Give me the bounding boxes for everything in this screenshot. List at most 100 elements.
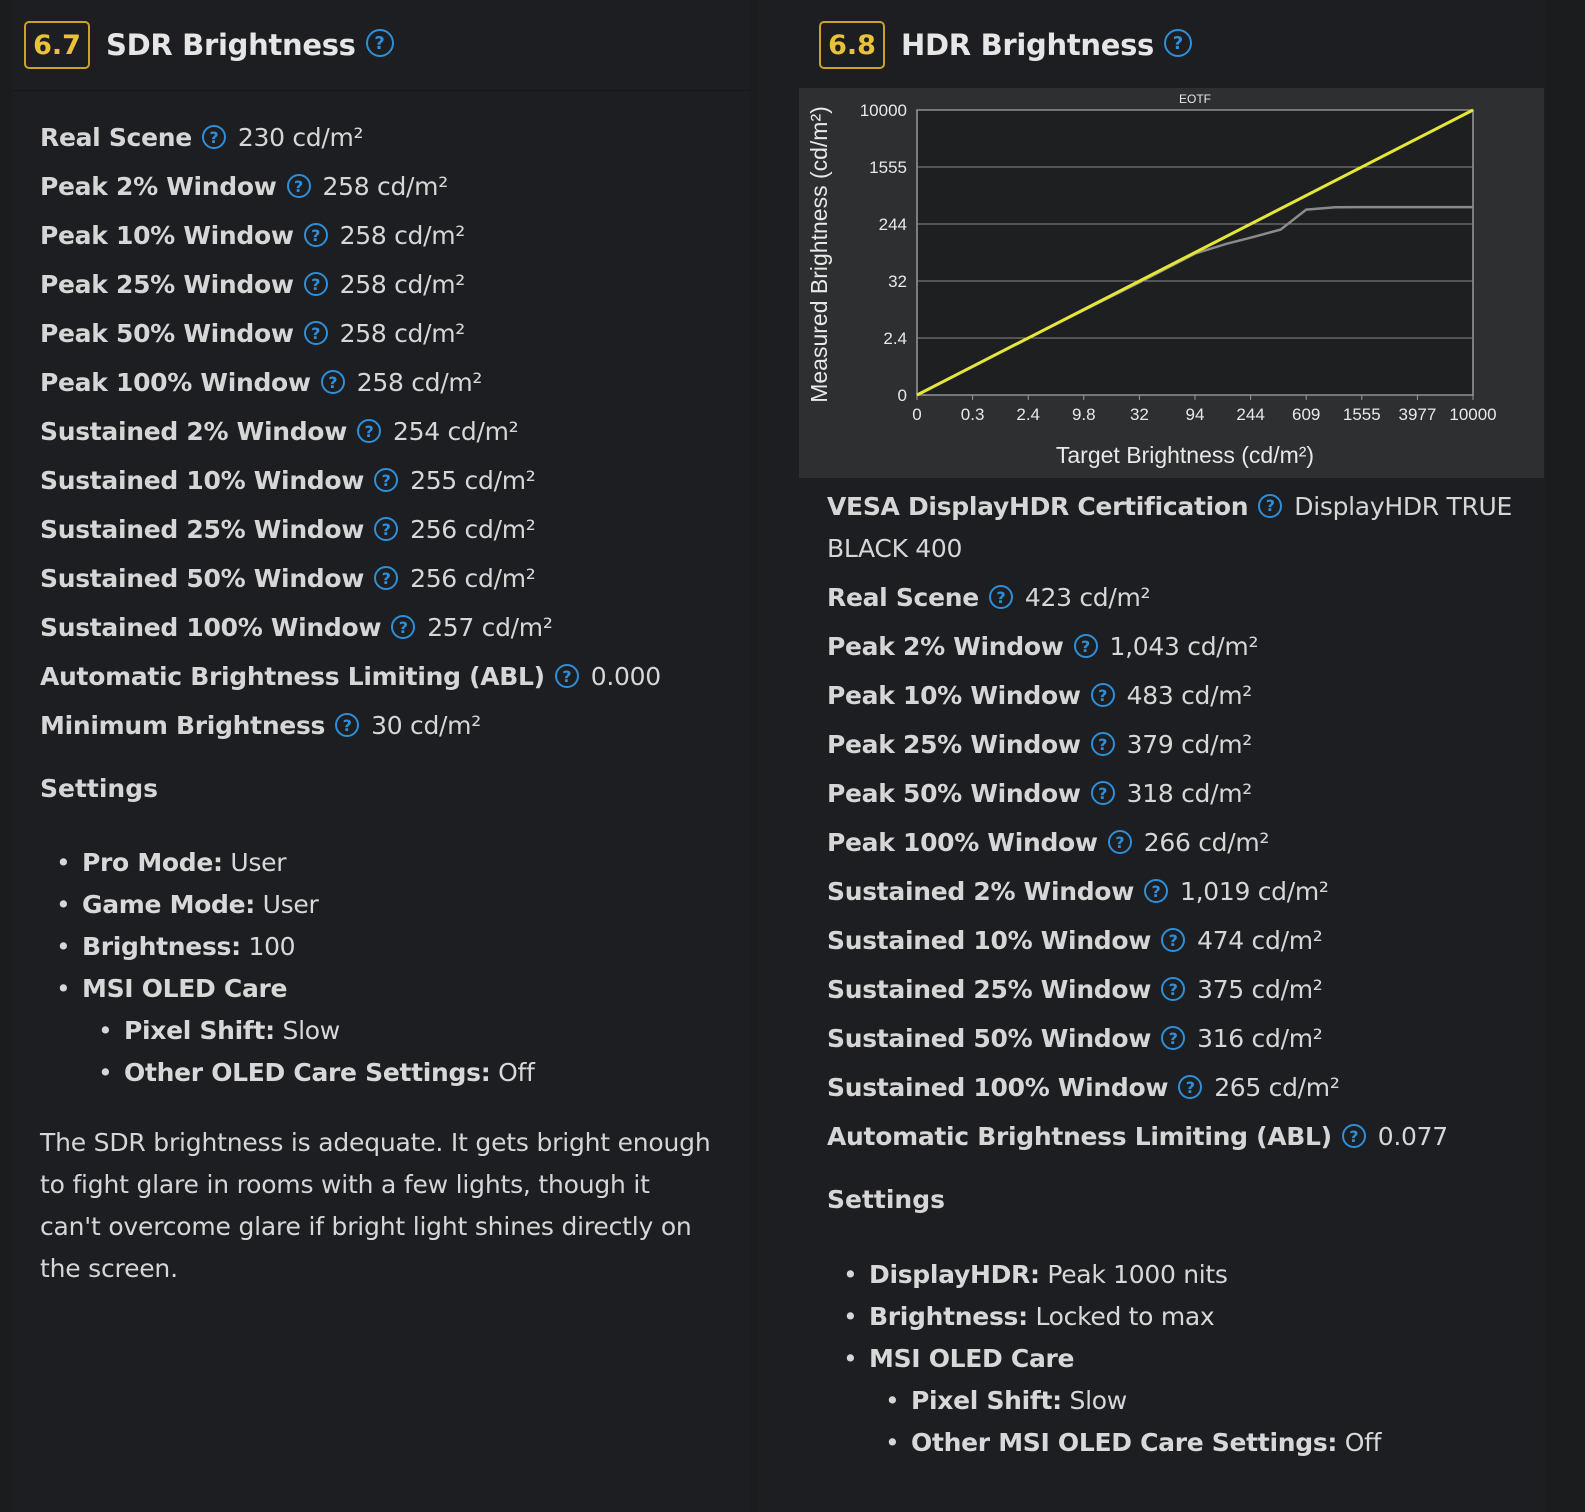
x-tick-label: 10000	[1449, 405, 1496, 424]
metric-row: Sustained 50% Window? 256 cd/m²	[40, 554, 661, 603]
series-line	[916, 108, 1474, 397]
metric-label: Peak 50% Window	[40, 319, 294, 348]
help-icon[interactable]: ?	[201, 125, 226, 149]
metric-value: 30 cd/m²	[371, 711, 481, 740]
metric-value: 255 cd/m²	[410, 466, 536, 495]
settings-item: Pixel Shift: Slow	[827, 1380, 1381, 1422]
help-icon[interactable]: ?	[303, 272, 328, 296]
settings-item: Brightness: Locked to max	[827, 1296, 1381, 1338]
help-icon[interactable]: ?	[286, 174, 311, 198]
settings-item: Pro Mode: User	[40, 842, 534, 884]
setting-value: User	[230, 848, 287, 877]
help-icon[interactable]: ?	[1258, 494, 1283, 518]
metric-row: Sustained 100% Window? 257 cd/m²	[40, 603, 661, 652]
metric-row: Peak 10% Window? 483 cd/m²	[827, 671, 1448, 720]
metric-label: Peak 25% Window	[40, 270, 294, 299]
metric-value: 254 cd/m²	[392, 417, 519, 446]
help-icon[interactable]: ?	[988, 585, 1013, 609]
help-icon[interactable]: ?	[335, 713, 360, 737]
help-icon[interactable]: ?	[1073, 634, 1098, 658]
settings-item: MSI OLED Care	[827, 1338, 1381, 1380]
help-icon[interactable]: ?	[1341, 1124, 1366, 1148]
help-icon[interactable]: ?	[1178, 1075, 1203, 1099]
y-tick-label: 10000	[860, 101, 907, 120]
help-icon[interactable]: ?	[1107, 830, 1132, 854]
setting-key: Pro Mode:	[82, 848, 223, 877]
setting-value: Off	[1344, 1428, 1382, 1457]
metric-label: Automatic Brightness Limiting (ABL)	[827, 1122, 1332, 1151]
metric-label: Sustained 50% Window	[827, 1024, 1152, 1053]
metric-row: Real Scene? 423 cd/m²	[827, 573, 1448, 622]
certification-row: VESA DisplayHDR Certification? DisplayHDR…	[827, 486, 1517, 570]
setting-key: DisplayHDR:	[869, 1260, 1040, 1289]
metric-row: Sustained 10% Window? 474 cd/m²	[827, 916, 1448, 965]
certification-value: DisplayHDR TRUE BLACK 400	[827, 492, 1513, 563]
hdr-certification: VESA DisplayHDR Certification? DisplayHDR…	[827, 486, 1517, 570]
help-icon[interactable]: ?	[374, 566, 399, 590]
help-icon[interactable]: ?	[1090, 781, 1115, 805]
metric-row: Sustained 25% Window? 256 cd/m²	[40, 505, 661, 554]
y-axis-label: Measured Brightness (cd/m²)	[806, 106, 832, 403]
help-icon[interactable]: ?	[1161, 977, 1186, 1001]
sdr-score-badge: 6.7	[24, 21, 90, 69]
sdr-title: SDR Brightness	[106, 28, 356, 62]
metric-label: Sustained 100% Window	[40, 613, 382, 642]
x-tick-label: 0	[912, 405, 921, 424]
y-tick-label: 1555	[869, 158, 907, 177]
metric-row: Sustained 2% Window? 254 cd/m²	[40, 407, 661, 456]
metric-row: Sustained 50% Window? 316 cd/m²	[827, 1014, 1448, 1063]
help-icon[interactable]: ?	[374, 517, 399, 541]
metric-row: Peak 50% Window? 258 cd/m²	[40, 309, 661, 358]
metric-label: Peak 2% Window	[40, 172, 277, 201]
help-icon[interactable]: ?	[391, 615, 416, 639]
help-icon[interactable]: ?	[1090, 732, 1115, 756]
settings-item: Game Mode: User	[40, 884, 534, 926]
x-tick-label: 609	[1292, 405, 1320, 424]
metric-row: Peak 25% Window? 258 cd/m²	[40, 260, 661, 309]
metric-row: Peak 100% Window? 258 cd/m²	[40, 358, 661, 407]
metric-value: 483 cd/m²	[1126, 681, 1253, 710]
metric-value: 257 cd/m²	[427, 613, 553, 642]
help-icon[interactable]: ?	[1143, 879, 1168, 903]
metric-row: Peak 50% Window? 318 cd/m²	[827, 769, 1448, 818]
setting-key: Other MSI OLED Care Settings:	[911, 1428, 1338, 1457]
x-tick-label: 3977	[1398, 405, 1436, 424]
help-icon[interactable]: ?	[303, 223, 328, 247]
hdr-brightness-panel: 6.8 HDR Brightness ? 0 2.4 32 244 1555 10000 0…	[757, 0, 1545, 1512]
help-icon[interactable]: ?	[1164, 29, 1193, 57]
help-icon[interactable]: ?	[1090, 683, 1115, 707]
help-icon[interactable]: ?	[1161, 1026, 1186, 1050]
metric-row: Sustained 100% Window? 265 cd/m²	[827, 1063, 1448, 1112]
help-icon[interactable]: ?	[374, 468, 399, 492]
help-icon[interactable]: ?	[1161, 928, 1186, 952]
setting-key: MSI OLED Care	[869, 1344, 1075, 1373]
help-icon[interactable]: ?	[365, 29, 394, 57]
setting-key: Brightness:	[82, 932, 241, 961]
eotf-chart-svg: 0 2.4 32 244 1555 10000 0 0.3 2.4 9.8 32 94 244 609 15…	[806, 92, 1497, 468]
metric-row: Minimum Brightness? 30 cd/m²	[40, 701, 661, 750]
metric-value: 1,019 cd/m²	[1179, 877, 1329, 906]
help-icon[interactable]: ?	[554, 664, 579, 688]
metric-label: Sustained 10% Window	[40, 466, 365, 495]
sdr-measurements: Real Scene? 230 cd/m² Peak 2% Window? 258 c…	[40, 113, 661, 750]
hdr-settings-heading: Settings	[827, 1185, 946, 1214]
metric-value: 265 cd/m²	[1214, 1073, 1340, 1102]
y-tick-label: 32	[888, 272, 907, 291]
metric-label: Sustained 10% Window	[827, 926, 1152, 955]
metric-value: 318 cd/m²	[1126, 779, 1253, 808]
y-tick-label: 0	[898, 386, 907, 405]
help-icon[interactable]: ?	[320, 370, 345, 394]
hdr-title: HDR Brightness	[901, 28, 1155, 62]
sdr-settings-list: Pro Mode: UserGame Mode: UserBrightness:…	[40, 842, 535, 1094]
metric-label: Sustained 50% Window	[40, 564, 365, 593]
metric-row: Sustained 10% Window? 255 cd/m²	[40, 456, 661, 505]
x-tick-label: 9.8	[1072, 405, 1096, 424]
setting-value: User	[262, 890, 319, 919]
metric-value: 230 cd/m²	[237, 123, 364, 152]
metric-row: Peak 2% Window? 258 cd/m²	[40, 162, 661, 211]
help-icon[interactable]: ?	[303, 321, 328, 345]
help-icon[interactable]: ?	[356, 419, 381, 443]
metric-value: 375 cd/m²	[1197, 975, 1323, 1004]
hdr-settings-section: Settings	[827, 1185, 945, 1214]
setting-key: Other OLED Care Settings:	[124, 1058, 491, 1087]
